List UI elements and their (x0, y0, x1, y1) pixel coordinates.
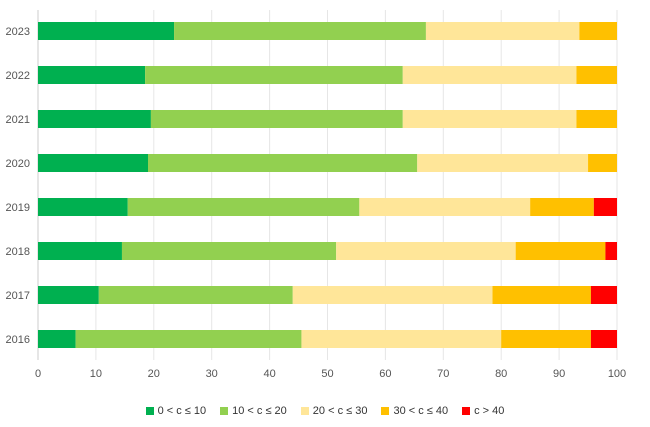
bar-segment (38, 154, 149, 172)
bar-segment (38, 198, 128, 216)
y-category-label: 2020 (6, 158, 30, 170)
legend-item[interactable]: 10 < c ≤ 20 (220, 405, 287, 417)
x-tick-label: 90 (553, 368, 565, 380)
legend-label: 30 < c ≤ 40 (393, 405, 449, 417)
bar-segment (38, 286, 99, 304)
bar-segment (492, 286, 591, 304)
y-category-label: 2017 (6, 290, 30, 302)
legend-label: 20 < c ≤ 30 (312, 405, 368, 417)
y-category-label: 2016 (6, 334, 30, 346)
y-category-label: 2022 (6, 70, 30, 82)
bars-group (38, 22, 617, 348)
bar-segment (501, 330, 591, 348)
bar-segment (515, 242, 606, 260)
bar-segment (75, 330, 302, 348)
x-tick-label: 30 (206, 368, 218, 380)
bar-segment (402, 110, 577, 128)
legend-swatch (381, 407, 390, 415)
bar-segment (425, 22, 580, 40)
bar-segment (590, 286, 617, 304)
bar-segment (336, 242, 516, 260)
bar-segment (174, 22, 426, 40)
bar-segment (38, 66, 146, 84)
x-tick-label: 40 (263, 368, 275, 380)
x-tick-label: 20 (148, 368, 160, 380)
legend-label: 10 < c ≤ 20 (232, 405, 287, 417)
y-category-label: 2018 (6, 246, 30, 258)
bar-segment (579, 22, 617, 40)
legend: 0 < c ≤ 10 10 < c ≤ 20 20 < c ≤ 30 30 < c ≤… (0, 405, 650, 417)
bar-segment (301, 330, 502, 348)
bar-segment (576, 66, 617, 84)
x-tick-label: 70 (437, 368, 449, 380)
legend-item[interactable]: 30 < c ≤ 40 (381, 405, 448, 417)
bar-segment (148, 154, 418, 172)
x-tick-label: 10 (90, 368, 102, 380)
bar-segment (359, 198, 531, 216)
bar-segment (38, 330, 76, 348)
y-category-label: 2021 (6, 114, 30, 126)
legend-label: c > 40 (474, 405, 505, 417)
bar-segment (292, 286, 493, 304)
x-tick-label: 100 (608, 368, 626, 380)
bar-segment (127, 198, 360, 216)
bar-segment (576, 110, 617, 128)
legend-swatch (220, 407, 229, 415)
legend-swatch (300, 407, 309, 415)
bar-segment (605, 242, 617, 260)
y-category-label: 2023 (6, 26, 30, 38)
bar-segment (417, 154, 589, 172)
legend-swatch (145, 407, 154, 415)
bar-segment (150, 110, 403, 128)
bar-segment (593, 198, 617, 216)
legend-swatch (462, 407, 471, 415)
x-tick-label: 60 (379, 368, 391, 380)
bar-segment (121, 242, 337, 260)
bar-segment (38, 242, 122, 260)
x-tick-label: 50 (321, 368, 333, 380)
x-axis-labels: 0 10 20 30 40 50 60 70 80 90 100 (35, 368, 626, 380)
legend-item[interactable]: 20 < c ≤ 30 (300, 405, 368, 417)
bar-segment (38, 22, 175, 40)
legend-label: 0 < c ≤ 10 (157, 405, 207, 417)
x-tick-label: 0 (35, 368, 41, 380)
x-tick-label: 80 (495, 368, 507, 380)
legend-item[interactable]: c > 40 (462, 405, 504, 417)
bar-segment (530, 198, 594, 216)
bar-segment (38, 110, 151, 128)
bar-segment (98, 286, 293, 304)
bar-segment (588, 154, 617, 172)
bar-segment (145, 66, 403, 84)
y-category-label: 2019 (6, 202, 30, 214)
bar-segment (402, 66, 577, 84)
legend-item[interactable]: 0 < c ≤ 10 (145, 405, 207, 417)
y-axis-labels: 2023 2022 2021 2020 2019 2018 2017 2016 (6, 26, 30, 346)
grid-lines (37, 10, 618, 360)
bar-segment (590, 330, 617, 348)
stacked-bar-chart: 2023 2022 2021 2020 2019 2018 2017 2016 0 10 20 30… (6, 10, 626, 380)
